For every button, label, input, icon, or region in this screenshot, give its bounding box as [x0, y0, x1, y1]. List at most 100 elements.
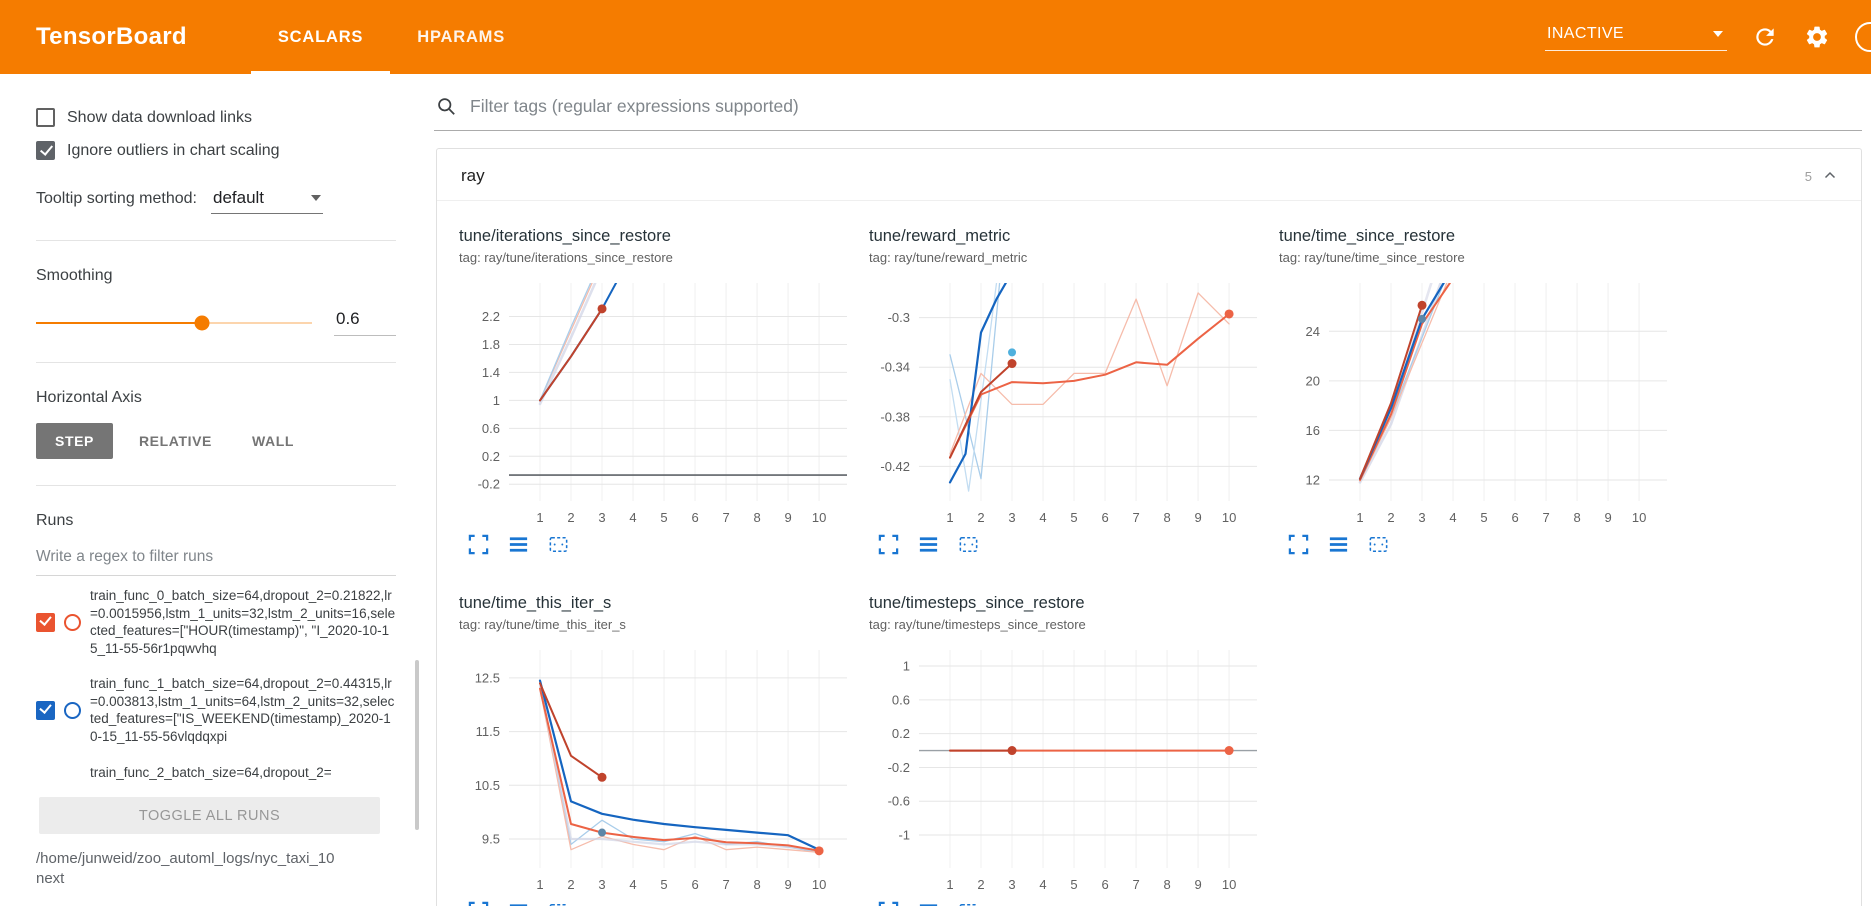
tab-scalars[interactable]: SCALARS	[250, 0, 391, 74]
collapse-icon[interactable]	[1821, 167, 1839, 185]
ignore-outliers-checkbox[interactable]: Ignore outliers in chart scaling	[36, 141, 396, 160]
app-title: TensorBoard	[36, 23, 187, 50]
runs-filter-input[interactable]	[36, 542, 396, 576]
axis-step-button[interactable]: STEP	[36, 423, 113, 459]
expand-chart-icon[interactable]	[1287, 533, 1310, 556]
settings-icon[interactable]	[1803, 23, 1831, 51]
pin-chart-icon[interactable]	[1367, 533, 1390, 556]
pin-chart-icon[interactable]	[547, 533, 570, 556]
svg-text:2: 2	[977, 510, 984, 525]
chart-actions	[869, 900, 1271, 906]
chart-tag: tag: ray/tune/iterations_since_restore	[459, 250, 673, 265]
run-radio[interactable]	[64, 613, 81, 631]
run-checkbox[interactable]	[36, 700, 55, 720]
line-chart[interactable]: 1 2 3 4 5 6 7 8 9 10 -0.2 0.2 0.6 1 1.4 1.8 2.2	[459, 275, 855, 531]
status-dropdown[interactable]: INACTIVE	[1545, 23, 1727, 51]
svg-text:10: 10	[812, 510, 826, 525]
svg-text:8: 8	[753, 877, 760, 892]
axis-relative-button[interactable]: RELATIVE	[125, 423, 226, 459]
line-chart[interactable]: 1 2 3 4 5 6 7 8 9 10 9.5 10.5 11.5 12.5	[459, 642, 855, 898]
svg-text:7: 7	[722, 877, 729, 892]
run-checkbox[interactable]	[36, 612, 55, 632]
expand-chart-icon[interactable]	[877, 900, 900, 906]
svg-text:4: 4	[1039, 510, 1046, 525]
pin-chart-icon[interactable]	[957, 900, 980, 906]
svg-text:2.2: 2.2	[482, 309, 500, 324]
flip-axis-icon[interactable]	[917, 900, 940, 906]
run-row[interactable]: train_func_2_batch_size=64,dropout_2=	[36, 754, 396, 791]
flip-axis-icon[interactable]	[507, 900, 530, 906]
svg-text:-0.2: -0.2	[888, 760, 910, 775]
svg-text:7: 7	[722, 510, 729, 525]
svg-text:4: 4	[1449, 510, 1456, 525]
show-download-links-checkbox[interactable]: Show data download links	[36, 108, 396, 127]
svg-text:-0.34: -0.34	[880, 360, 910, 375]
header-actions: INACTIVE	[1545, 22, 1871, 52]
expand-chart-icon[interactable]	[467, 900, 490, 906]
nav-tabs: SCALARS HPARAMS	[250, 0, 532, 74]
chart-title: tune/timesteps_since_restore	[869, 594, 1085, 612]
tooltip-sorting-select[interactable]: default	[210, 188, 323, 214]
line-chart[interactable]: 1 2 3 4 5 6 7 8 9 10 -1 -0.6 -0.2 0.2 0.6 1	[869, 642, 1265, 898]
svg-text:3: 3	[598, 877, 605, 892]
flip-axis-icon[interactable]	[507, 533, 530, 556]
expand-chart-icon[interactable]	[467, 533, 490, 556]
svg-text:1: 1	[493, 393, 500, 408]
chart-title: tune/iterations_since_restore	[459, 227, 671, 245]
svg-text:1: 1	[903, 659, 910, 674]
run-radio[interactable]	[64, 701, 81, 719]
toggle-all-runs-button[interactable]: TOGGLE ALL RUNS	[39, 797, 380, 835]
svg-text:12: 12	[1306, 472, 1320, 487]
svg-text:7: 7	[1132, 877, 1139, 892]
help-icon[interactable]	[1855, 22, 1871, 52]
smoothing-slider-thumb[interactable]	[194, 315, 210, 330]
smoothing-value-field[interactable]: 0.6	[334, 309, 396, 336]
runs-scrollbar[interactable]	[415, 660, 419, 830]
search-icon	[438, 98, 455, 115]
svg-text:6: 6	[1511, 510, 1518, 525]
divider	[36, 485, 396, 486]
svg-text:0.2: 0.2	[892, 726, 910, 741]
chart-actions	[1279, 533, 1681, 556]
run-list: train_func_0_batch_size=64,dropout_2=0.2…	[36, 578, 396, 791]
pin-chart-icon[interactable]	[547, 900, 570, 906]
chart-card: tune/reward_metric tag: ray/tune/reward_m…	[861, 215, 1271, 556]
smoothing-label: Smoothing	[36, 267, 113, 284]
svg-text:2: 2	[977, 877, 984, 892]
pin-chart-icon[interactable]	[957, 533, 980, 556]
smoothing-slider[interactable]	[36, 315, 312, 330]
svg-text:1.8: 1.8	[482, 337, 500, 352]
tooltip-sorting-value: default	[212, 188, 265, 207]
svg-text:-0.38: -0.38	[880, 409, 910, 424]
svg-text:9: 9	[1604, 510, 1611, 525]
run-row[interactable]: train_func_1_batch_size=64,dropout_2=0.4…	[36, 666, 396, 754]
sidebar: Show data download links Ignore outliers…	[0, 74, 420, 906]
flip-axis-icon[interactable]	[917, 533, 940, 556]
status-label: INACTIVE	[1547, 25, 1624, 42]
chart-tag: tag: ray/tune/time_since_restore	[1279, 250, 1465, 265]
chart-title: tune/time_this_iter_s	[459, 594, 612, 612]
filter-tags-input[interactable]	[470, 96, 1862, 117]
run-row[interactable]: train_func_0_batch_size=64,dropout_2=0.2…	[36, 578, 396, 666]
svg-text:0.2: 0.2	[482, 449, 500, 464]
svg-text:6: 6	[691, 510, 698, 525]
tab-hparams[interactable]: HPARAMS	[417, 27, 506, 46]
header-bar: TensorBoard SCALARS HPARAMS INACTIVE	[0, 0, 1871, 74]
expand-chart-icon[interactable]	[877, 533, 900, 556]
flip-axis-icon[interactable]	[1327, 533, 1350, 556]
chart-tag: tag: ray/tune/reward_metric	[869, 250, 1028, 265]
divider	[36, 240, 396, 241]
line-chart[interactable]: 1 2 3 4 5 6 7 8 9 10 -0.42 -0.38 -0.34 -0.3	[869, 275, 1265, 531]
svg-text:8: 8	[1163, 510, 1170, 525]
refresh-icon[interactable]	[1751, 23, 1779, 51]
tag-group-header[interactable]: ray 5	[437, 149, 1861, 201]
svg-text:5: 5	[660, 510, 667, 525]
run-label: train_func_1_batch_size=64,dropout_2=0.4…	[90, 676, 395, 744]
svg-text:9: 9	[784, 877, 791, 892]
svg-text:-0.6: -0.6	[888, 794, 910, 809]
svg-text:0.6: 0.6	[482, 421, 500, 436]
checkbox-icon	[36, 141, 55, 160]
svg-text:16: 16	[1306, 423, 1320, 438]
axis-wall-button[interactable]: WALL	[238, 423, 308, 459]
